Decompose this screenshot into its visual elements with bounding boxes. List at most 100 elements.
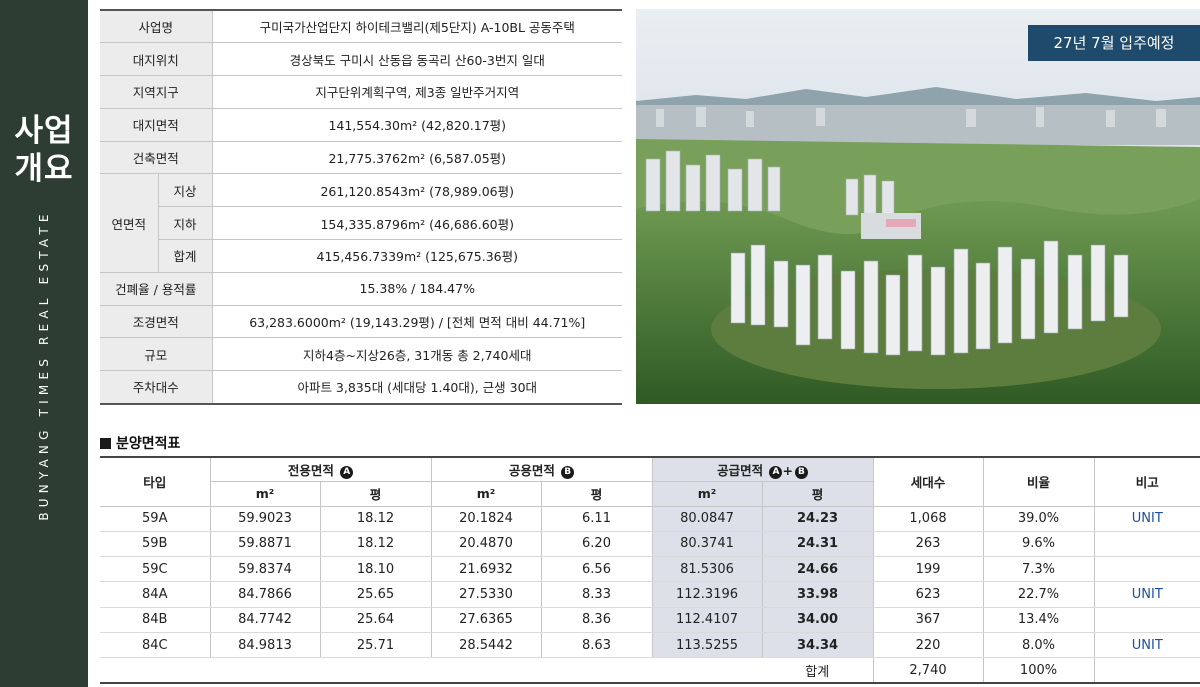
cell-note[interactable]: UNIT bbox=[1094, 581, 1200, 608]
cell-ex-m2: 84.9813 bbox=[210, 632, 321, 659]
info-value: 154,335.8796m² (46,686.60평) bbox=[212, 206, 622, 241]
mark-a-icon: A bbox=[769, 466, 783, 479]
cell-ratio: 13.4% bbox=[983, 607, 1095, 633]
cell-type: 59C bbox=[100, 556, 211, 583]
sidebar-title-line2: 개요 bbox=[14, 151, 74, 187]
info-value: 415,456.7339m² (125,675.36평) bbox=[212, 239, 622, 273]
empty-cell bbox=[320, 657, 431, 685]
info-label: 건폐율 / 용적률 bbox=[100, 272, 213, 306]
cell-ratio: 8.0% bbox=[983, 632, 1095, 659]
section-title-text: 분양면적표 bbox=[116, 436, 181, 452]
cell-su-m2: 112.3196 bbox=[652, 581, 763, 608]
cell-ex-py: 18.12 bbox=[320, 505, 432, 532]
empty-cell bbox=[652, 657, 762, 685]
info-row: 연면적 지상 261,120.8543m² (78,989.06평) bbox=[100, 173, 622, 273]
cell-co-m2: 27.5330 bbox=[431, 581, 542, 608]
cell-co-py: 8.33 bbox=[541, 581, 653, 608]
cell-co-py: 6.56 bbox=[541, 556, 653, 583]
sidebar-title: 사업 개요 bbox=[0, 112, 88, 188]
table-row: 59A 59.9023 18.12 20.1824 6.11 80.0847 24.23 1,… bbox=[100, 505, 1200, 532]
table-row: 59B 59.8871 18.12 20.4870 6.20 80.3741 24.31 26… bbox=[100, 531, 1200, 558]
cell-type: 84B bbox=[100, 607, 211, 633]
cell-co-m2: 27.6365 bbox=[431, 607, 542, 633]
cell-su-m2: 80.0847 bbox=[652, 505, 763, 532]
info-row: 사업명 구미국가산업단지 하이테크밸리(제5단지) A-10BL 공동주택 bbox=[100, 9, 622, 44]
cell-type: 59A bbox=[100, 505, 211, 532]
cell-ex-m2: 59.8871 bbox=[210, 531, 321, 558]
cell-ratio: 39.0% bbox=[983, 505, 1095, 532]
cell-su-py: 34.00 bbox=[762, 607, 874, 633]
total-row: 합계 2,740 100% bbox=[100, 657, 1200, 685]
cell-co-py: 6.11 bbox=[541, 505, 653, 532]
info-value: 261,120.8543m² (78,989.06평) bbox=[212, 173, 622, 208]
info-value: 63,283.6000m² (19,143.29평) / [전체 면적 대비 4… bbox=[212, 305, 622, 339]
info-sublabel: 지하 bbox=[158, 206, 213, 241]
cell-co-py: 6.20 bbox=[541, 531, 653, 558]
cell-su-m2: 113.5255 bbox=[652, 632, 763, 659]
info-value: 21,775.3762m² (6,587.05평) bbox=[212, 141, 622, 175]
cell-ratio: 9.6% bbox=[983, 531, 1095, 558]
empty-cell bbox=[541, 657, 652, 685]
info-row: 조경면적 63,283.6000m² (19,143.29평) / [전체 면적 … bbox=[100, 305, 622, 339]
cell-ex-m2: 84.7742 bbox=[210, 607, 321, 633]
info-row: 지하 154,335.8796m² (46,686.60평) bbox=[100, 206, 622, 241]
cell-co-m2: 20.1824 bbox=[431, 505, 542, 532]
mark-b-icon: B bbox=[561, 466, 575, 479]
aerial-view-image: 27년 7월 입주예정 bbox=[636, 9, 1200, 404]
info-row: 주차대수 아파트 3,835대 (세대당 1.40대), 근생 30대 bbox=[100, 370, 622, 405]
total-ratio: 100% bbox=[983, 657, 1095, 685]
info-label-gross: 연면적 bbox=[100, 173, 159, 273]
info-value: 지하4층~지상26층, 31개동 총 2,740세대 bbox=[212, 337, 622, 372]
info-value: 경상북도 구미시 산동읍 동곡리 산60-3번지 일대 bbox=[212, 42, 622, 77]
cell-type: 84A bbox=[100, 581, 211, 608]
cell-co-m2: 28.5442 bbox=[431, 632, 542, 659]
mark-b-icon: B bbox=[794, 466, 808, 479]
header-ex-m2: m² bbox=[210, 481, 321, 507]
empty-cell bbox=[431, 657, 541, 685]
cell-households: 220 bbox=[873, 632, 984, 659]
project-info-table: 사업명 구미국가산업단지 하이테크밸리(제5단지) A-10BL 공동주택 대지위치… bbox=[100, 9, 622, 405]
cell-ex-py: 18.12 bbox=[320, 531, 432, 558]
table-row: 84B 84.7742 25.64 27.6365 8.36 112.4107 34.00 3… bbox=[100, 607, 1200, 633]
info-value: 지구단위계획구역, 제3종 일반주거지역 bbox=[212, 75, 622, 109]
info-label: 조경면적 bbox=[100, 305, 213, 339]
square-bullet-icon bbox=[100, 437, 111, 449]
info-value: 아파트 3,835대 (세대당 1.40대), 근생 30대 bbox=[212, 370, 622, 405]
info-row: 대지위치 경상북도 구미시 산동읍 동곡리 산60-3번지 일대 bbox=[100, 42, 622, 77]
cell-co-py: 8.36 bbox=[541, 607, 653, 633]
cell-ex-m2: 84.7866 bbox=[210, 581, 321, 608]
header-note: 비고 bbox=[1094, 456, 1200, 507]
move-in-badge: 27년 7월 입주예정 bbox=[1028, 25, 1200, 61]
cell-households: 623 bbox=[873, 581, 984, 608]
cell-co-m2: 20.4870 bbox=[431, 531, 542, 558]
cell-ratio: 22.7% bbox=[983, 581, 1095, 608]
cell-su-py: 34.34 bbox=[762, 632, 874, 659]
cell-ex-m2: 59.8374 bbox=[210, 556, 321, 583]
cell-households: 199 bbox=[873, 556, 984, 583]
cell-note[interactable]: UNIT bbox=[1094, 505, 1200, 532]
cell-co-py: 8.63 bbox=[541, 632, 653, 659]
empty-cell bbox=[1094, 657, 1200, 685]
cell-su-py: 24.23 bbox=[762, 505, 874, 532]
mark-a-icon: A bbox=[340, 466, 354, 479]
info-value: 구미국가산업단지 하이테크밸리(제5단지) A-10BL 공동주택 bbox=[212, 9, 622, 44]
info-value: 15.38% / 184.47% bbox=[212, 272, 622, 306]
aerial-illustration bbox=[636, 9, 1200, 404]
table-row: 84A 84.7866 25.65 27.5330 8.33 112.3196 33.98 6… bbox=[100, 581, 1200, 608]
header-households: 세대수 bbox=[873, 456, 984, 507]
cell-ex-py: 18.10 bbox=[320, 556, 432, 583]
header-su-py: 평 bbox=[762, 481, 874, 507]
info-row: 합계 415,456.7339m² (125,675.36평) bbox=[100, 239, 622, 273]
cell-households: 367 bbox=[873, 607, 984, 633]
cell-note[interactable]: UNIT bbox=[1094, 632, 1200, 659]
sidebar-title-line1: 사업 bbox=[14, 113, 74, 149]
header-co-m2: m² bbox=[431, 481, 542, 507]
cell-su-m2: 81.5306 bbox=[652, 556, 763, 583]
info-row: 대지면적 141,554.30m² (42,820.17평) bbox=[100, 108, 622, 142]
cell-su-py: 33.98 bbox=[762, 581, 874, 608]
total-label: 합계 bbox=[762, 657, 874, 685]
info-label: 대지면적 bbox=[100, 108, 213, 142]
total-households: 2,740 bbox=[873, 657, 984, 685]
header-common-label: 공용면적 bbox=[508, 463, 555, 478]
cell-co-m2: 21.6932 bbox=[431, 556, 542, 583]
